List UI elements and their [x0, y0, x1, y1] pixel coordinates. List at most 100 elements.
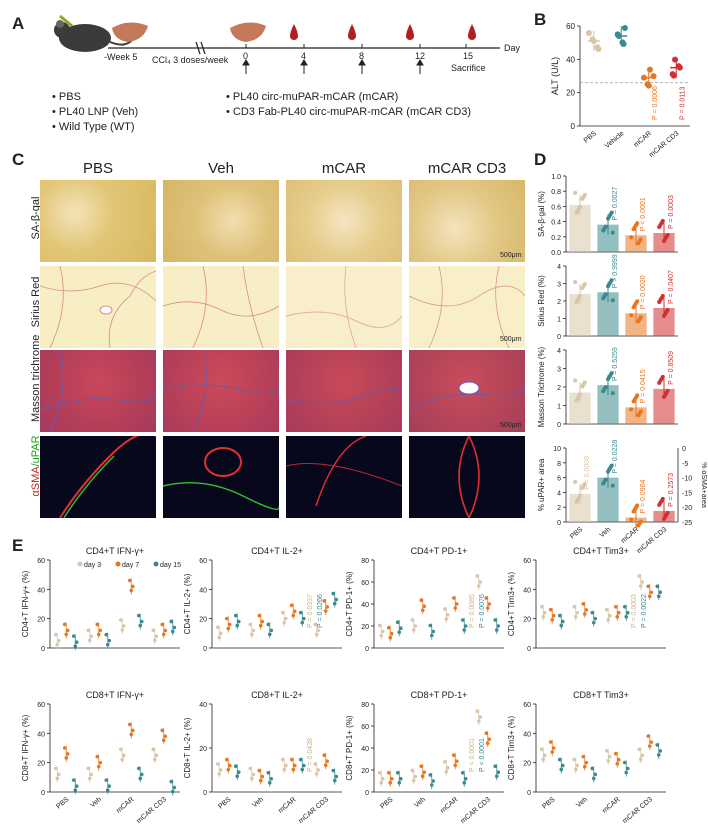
data-point — [322, 753, 327, 757]
data-point — [398, 626, 403, 630]
micrograph-sirius-mcar — [285, 265, 403, 349]
micrograph-sa-gal-mcar-cd3 — [409, 180, 525, 262]
p-value-label: P = 0.0113 — [679, 86, 686, 120]
data-point — [121, 753, 126, 758]
data-point — [453, 763, 458, 767]
data-point — [420, 774, 425, 778]
data-point — [127, 578, 132, 583]
y-tick-label: 0 — [41, 646, 45, 653]
data-point — [574, 210, 579, 215]
micrograph-sa-gal-pbs — [40, 180, 156, 262]
panel-label-d: D — [534, 150, 547, 169]
micrograph-if-mcar — [285, 435, 403, 518]
data-point — [629, 407, 634, 412]
data-point — [622, 605, 627, 609]
micrograph-sirius-pbs — [39, 265, 157, 349]
p-value-label: P = 0.0008 — [584, 456, 591, 490]
y-tick-label: 40 — [361, 602, 369, 609]
y-axis-label: CD8+T IL-2+ (%) — [183, 717, 192, 778]
data-point — [249, 632, 254, 637]
y-tick-label: 2 — [557, 505, 561, 512]
data-point — [649, 740, 654, 744]
x-tick-label: mCAR — [439, 796, 459, 815]
bar — [597, 292, 619, 336]
data-point — [631, 305, 636, 310]
data-point — [331, 768, 336, 773]
y-tick-label: 2 — [557, 299, 561, 306]
data-point — [258, 623, 263, 628]
data-point — [282, 620, 287, 625]
data-point — [129, 732, 134, 737]
data-point — [269, 628, 274, 633]
micrograph-sirius-mcar-cd3 — [408, 265, 526, 349]
p-value-label: P = 0.0020 — [640, 275, 647, 309]
data-point — [591, 776, 596, 781]
data-point — [624, 770, 629, 775]
x-tick-label: PBS — [55, 796, 70, 811]
data-point — [478, 715, 483, 719]
data-point — [557, 757, 562, 762]
x-tick-label: Vehicle — [604, 130, 626, 150]
data-point — [235, 774, 240, 778]
data-point — [658, 590, 663, 595]
y-tick-label: 60 — [523, 558, 531, 565]
data-point — [590, 610, 595, 615]
data-point — [170, 629, 175, 634]
x-tick-label: Veh — [413, 796, 427, 809]
data-point — [89, 772, 94, 777]
timeline-diagram — [54, 14, 500, 74]
data-point — [582, 612, 587, 616]
data-point — [316, 768, 321, 772]
data-point — [493, 764, 498, 768]
x-tick-label: mCAR — [601, 796, 621, 815]
legend-marker — [77, 561, 83, 567]
data-point — [169, 779, 174, 784]
data-point — [551, 613, 556, 618]
data-point — [323, 609, 328, 613]
group-item: • Wild Type (WT) — [52, 121, 135, 133]
data-point — [300, 767, 305, 772]
y-tick-label: 1.0 — [551, 174, 561, 181]
x-tick-label: PBS — [217, 796, 232, 811]
p-value-label: P < 0.0001 — [469, 738, 476, 772]
data-point — [584, 608, 589, 612]
data-point — [647, 744, 652, 748]
data-point — [615, 761, 620, 766]
data-point — [631, 509, 636, 514]
data-point — [621, 25, 628, 31]
data-point — [542, 753, 547, 758]
data-point — [580, 485, 585, 490]
group-list-right: • PL40 circ-muPAR-mCAR (mCAR) • CD3 Fab-… — [226, 90, 471, 120]
data-point — [64, 632, 69, 637]
y-axis-label: Sirius Red (%) — [537, 275, 546, 327]
p-value-label: P = 0.0266 — [317, 594, 324, 628]
data-point — [657, 502, 662, 507]
y-tick-label: 40 — [199, 587, 207, 594]
data-point — [120, 628, 125, 632]
data-point — [411, 628, 416, 632]
legend-label: day 7 — [122, 562, 139, 569]
y-axis-label: CD8+T PD-1+ (%) — [345, 715, 354, 781]
data-point — [445, 613, 450, 617]
data-point — [460, 771, 465, 775]
data-point — [629, 517, 634, 522]
data-point — [236, 770, 241, 774]
data-point — [313, 762, 318, 766]
x-tick-label: mCAR — [620, 526, 640, 545]
data-point — [258, 778, 263, 783]
data-point — [332, 778, 337, 783]
data-point — [139, 772, 144, 777]
y-axis-label: CD8+T Tim3+ (%) — [507, 716, 516, 781]
data-point — [104, 778, 109, 782]
data-point — [548, 607, 553, 612]
data-point — [289, 603, 294, 608]
legend-marker — [115, 561, 121, 567]
data-point — [675, 63, 682, 70]
data-point — [616, 611, 621, 615]
y-tick-label: 0.8 — [551, 189, 561, 196]
data-point — [560, 619, 565, 624]
data-point — [431, 779, 436, 783]
data-point — [485, 741, 490, 745]
y-tick-label: 10 — [553, 446, 561, 453]
